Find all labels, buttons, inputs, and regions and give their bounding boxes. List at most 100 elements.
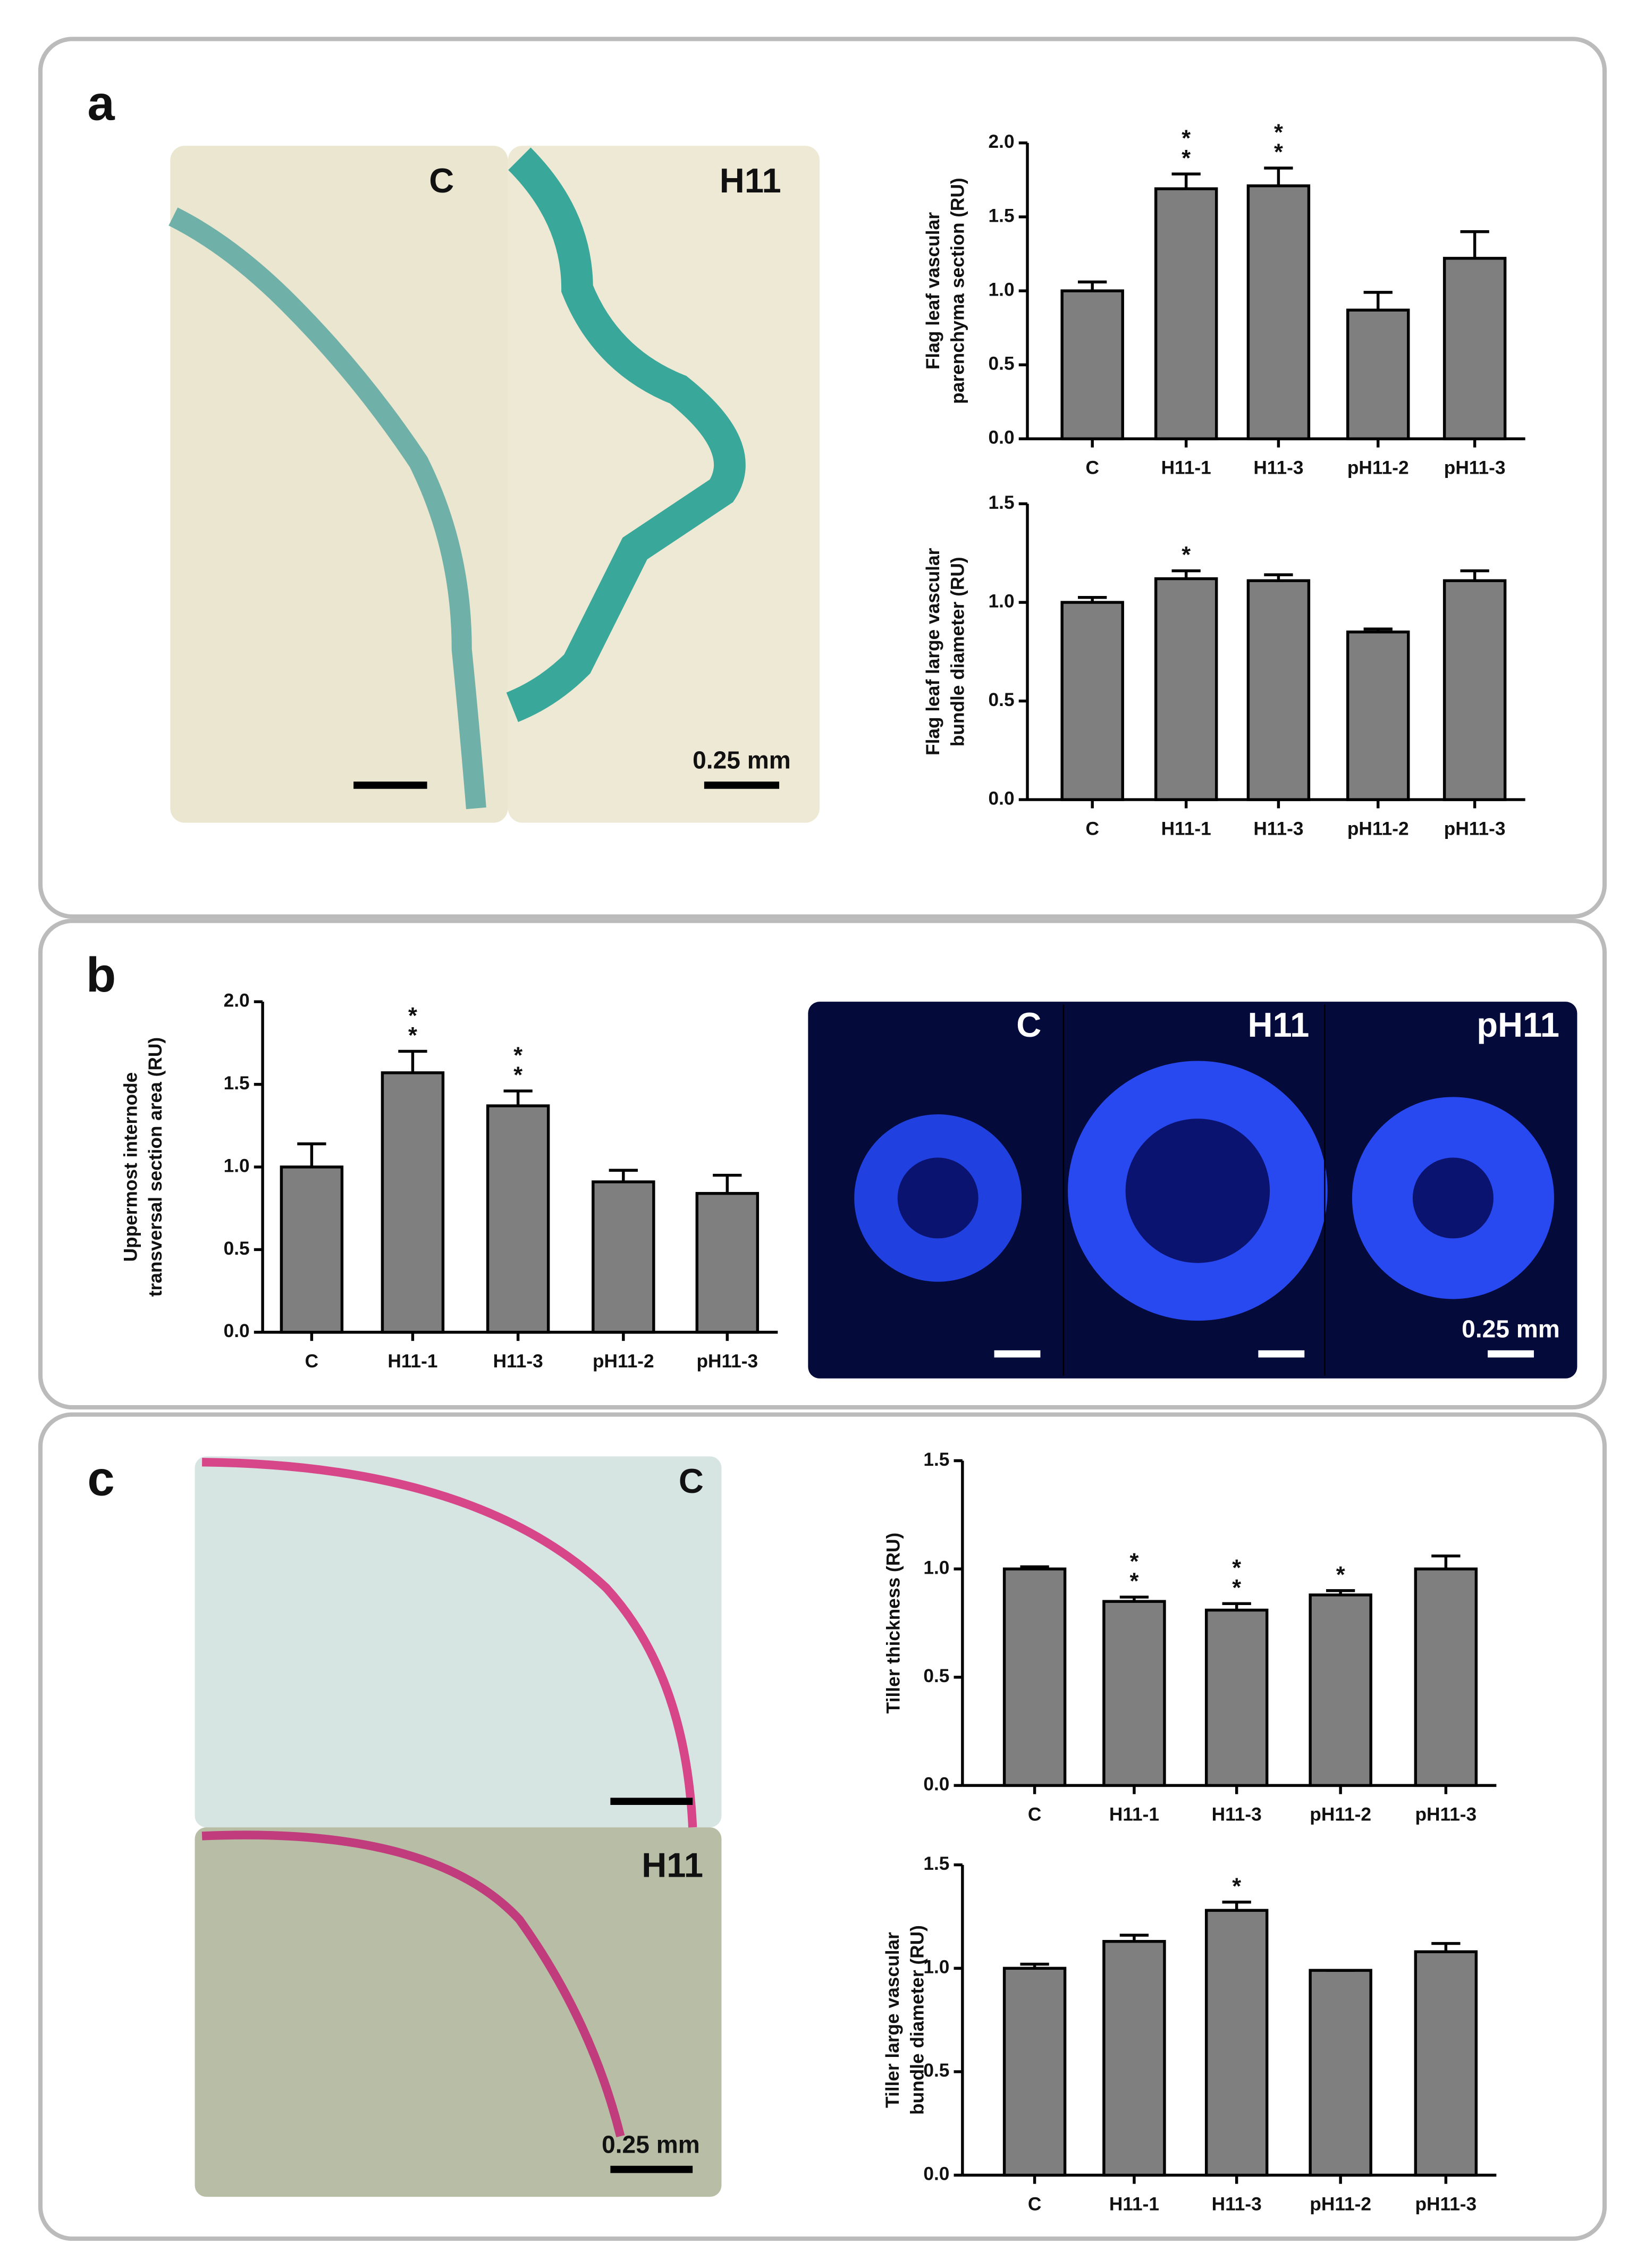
x-tick-label: H11-3 xyxy=(1212,2194,1262,2215)
x-tick-label: pH11-3 xyxy=(1415,1804,1477,1825)
error-bar xyxy=(609,1169,638,1182)
bar xyxy=(1309,1969,1372,2177)
micrograph-label: C xyxy=(1016,1005,1041,1044)
significance: ** xyxy=(1266,120,1291,159)
error-bar xyxy=(1326,1589,1355,1595)
bar xyxy=(280,1165,344,1334)
error-bar xyxy=(1020,1962,1049,1969)
error-bar xyxy=(1222,1602,1251,1610)
x-tick-label: H11-1 xyxy=(1109,1804,1159,1825)
bar xyxy=(1102,1939,1166,2177)
panel-label: a xyxy=(87,75,115,130)
y-tick-label: 0.0 xyxy=(923,1774,949,1795)
significance: ** xyxy=(1174,126,1199,165)
significance: * xyxy=(1174,542,1199,562)
bar xyxy=(1309,1593,1372,1787)
y-tick-label: 2.0 xyxy=(224,990,250,1011)
error-bar xyxy=(398,1049,427,1073)
micrograph-label: H11 xyxy=(720,161,781,200)
micrograph-label: pH11 xyxy=(1477,1005,1559,1044)
panel-label: b xyxy=(86,947,116,1002)
y-axis-label: Flag leaf large vascular xyxy=(923,548,943,755)
bar xyxy=(1154,577,1218,801)
tissue xyxy=(202,1458,697,1828)
error-bar xyxy=(1460,230,1489,258)
bar xyxy=(1002,1967,1067,2177)
x-tick-label: H11-3 xyxy=(493,1351,543,1372)
bar xyxy=(1204,1909,1269,2177)
y-axis-label: bundle diameter (RU) xyxy=(907,1925,927,2115)
x-tick-label: H11-1 xyxy=(387,1351,437,1372)
error-bar xyxy=(1264,573,1293,581)
y-tick-label: 0.0 xyxy=(989,427,1015,448)
error-bar xyxy=(297,1142,326,1167)
scale-label: 0.25 mm xyxy=(693,746,791,774)
bar xyxy=(695,1192,760,1334)
error-bar xyxy=(1078,280,1107,291)
x-tick-label: pH11-2 xyxy=(1310,1804,1371,1825)
tissue xyxy=(506,147,746,723)
significance: ** xyxy=(1224,1556,1250,1595)
bar xyxy=(1346,308,1410,441)
x-tick-label: H11-1 xyxy=(1161,458,1211,478)
x-tick-label: C xyxy=(1085,818,1099,839)
error-bar xyxy=(1460,569,1489,581)
micrograph xyxy=(170,146,508,823)
micrograph-label: C xyxy=(679,1461,704,1500)
bar xyxy=(1442,257,1507,441)
x-tick-label: pH11-3 xyxy=(1444,458,1506,478)
significance: ** xyxy=(400,1003,425,1043)
bar xyxy=(1246,184,1311,441)
bar xyxy=(592,1180,655,1334)
significance: * xyxy=(1224,1874,1250,1893)
error-bar xyxy=(1222,1901,1251,1911)
bar xyxy=(1060,601,1124,801)
micrograph-label: H11 xyxy=(1247,1005,1309,1044)
x-tick-label: H11-3 xyxy=(1253,458,1303,478)
error-bar xyxy=(1431,1942,1461,1952)
error-bar xyxy=(713,1173,742,1194)
x-tick-label: H11-1 xyxy=(1161,818,1211,839)
y-tick-label: 1.0 xyxy=(989,591,1015,611)
panel-label: c xyxy=(87,1451,114,1506)
y-tick-label: 1.5 xyxy=(989,492,1015,513)
y-tick-label: 0.0 xyxy=(224,1321,250,1341)
error-bar xyxy=(1020,1565,1049,1569)
y-tick-label: 1.5 xyxy=(224,1073,250,1094)
y-tick-label: 1.0 xyxy=(923,1557,949,1578)
micrograph-label: H11 xyxy=(642,1845,703,1884)
bar xyxy=(1414,1567,1478,1787)
bar xyxy=(1346,630,1410,801)
y-tick-label: 0.0 xyxy=(923,2164,949,2185)
bar xyxy=(1102,1600,1166,1787)
tissue xyxy=(201,1830,625,2138)
tissue xyxy=(168,207,486,809)
bar xyxy=(381,1071,445,1334)
micrograph xyxy=(195,1456,722,1828)
y-tick-label: 0.5 xyxy=(989,354,1015,374)
x-tick-label: pH11-2 xyxy=(1347,458,1409,478)
scale-label: 0.25 mm xyxy=(1462,1315,1560,1342)
tissue xyxy=(1412,1157,1494,1239)
x-tick-label: pH11-2 xyxy=(1347,818,1409,839)
error-bar xyxy=(503,1089,533,1106)
y-axis-label: Tiller large vascular xyxy=(882,1932,903,2108)
x-tick-label: pH11-3 xyxy=(1415,2194,1477,2215)
x-tick-label: C xyxy=(1028,2194,1041,2215)
significance: ** xyxy=(505,1043,531,1082)
x-tick-label: C xyxy=(305,1351,318,1372)
y-axis-label: Flag leaf vascular xyxy=(923,212,943,369)
bar xyxy=(1414,1950,1478,2177)
x-tick-label: pH11-2 xyxy=(1310,2194,1371,2215)
x-tick-label: pH11-2 xyxy=(593,1351,654,1372)
error-bar xyxy=(1119,1595,1149,1602)
bar xyxy=(1154,187,1218,441)
error-bar xyxy=(1119,1934,1149,1942)
y-tick-label: 1.5 xyxy=(923,1853,949,1874)
x-tick-label: H11-1 xyxy=(1109,2194,1159,2215)
x-tick-label: H11-3 xyxy=(1253,818,1303,839)
significance: ** xyxy=(1121,1549,1147,1589)
y-tick-label: 0.5 xyxy=(923,2060,949,2081)
